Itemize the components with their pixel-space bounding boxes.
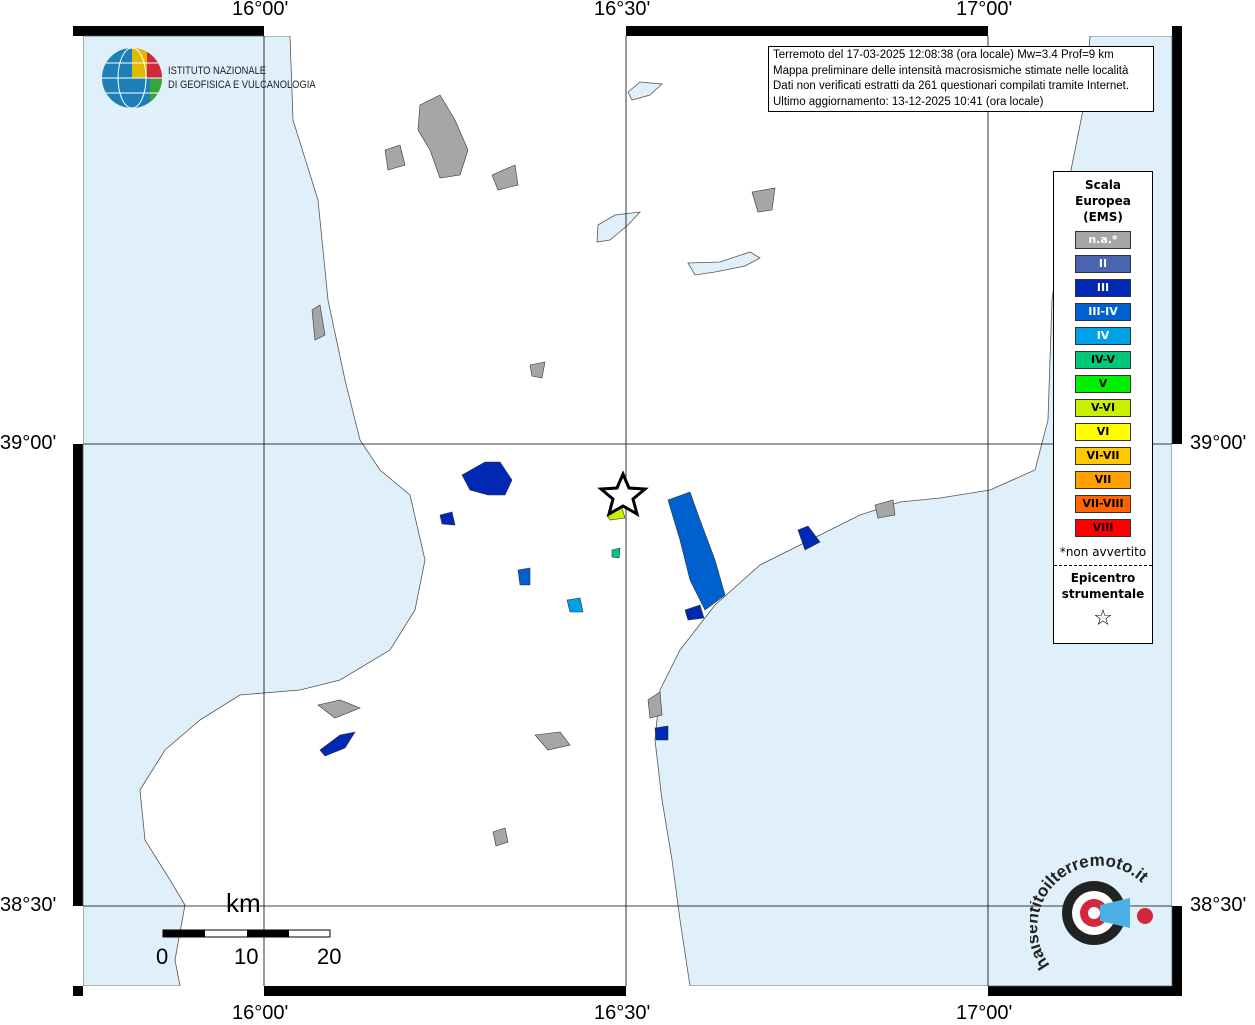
lat-label-right: 39°00' [1190, 432, 1247, 454]
legend: Scala Europea (EMS) n.a.* II III III-IV IV IV… [1053, 171, 1153, 644]
lon-label-top: 16°00' [232, 0, 289, 20]
legend-item: V [1075, 375, 1131, 393]
haisentito-logo-text: haisentitoilterremoto.it [1030, 855, 1152, 973]
tyrrhenian-sea [82, 35, 426, 987]
legend-note: *non avvertito [1059, 545, 1147, 559]
scale-bar [162, 929, 331, 938]
legend-item: III-IV [1075, 303, 1131, 321]
legend-item: n.a.* [1075, 231, 1131, 249]
legend-divider [1054, 565, 1152, 566]
legend-title: Europea [1075, 194, 1131, 208]
legend-item: VII-VIII [1075, 495, 1131, 513]
epicenter-label: Epicentro [1070, 571, 1136, 585]
ingv-logo-text: ISTITUTO NAZIONALE DI GEOFISICA E VULCAN… [168, 64, 316, 92]
lake [627, 81, 663, 101]
last-update: Ultimo aggiornamento: 13-12-2025 10:41 (… [773, 95, 1044, 108]
lat-label-left: 39°00' [0, 432, 57, 454]
lat-label-right: 38°30' [1190, 894, 1247, 916]
star-icon: ☆ [1093, 606, 1113, 631]
legend-item: IV-V [1075, 351, 1131, 369]
lon-label-top: 17°00' [956, 0, 1013, 20]
epicenter-label: strumentale [1061, 587, 1145, 601]
localities [311, 94, 896, 847]
legend-item: III [1075, 279, 1131, 297]
lake [687, 251, 761, 276]
svg-text:haisentitoilterremoto.it: haisentitoilterremoto.it [1030, 855, 1152, 973]
ingv-logo-icon [102, 47, 162, 109]
ionian-sea [654, 35, 1173, 987]
scale-label: 10 [234, 944, 259, 969]
epicenter-star-icon [597, 470, 649, 518]
lake [596, 211, 642, 243]
ingv-name-line1: ISTITUTO NAZIONALE [168, 65, 267, 77]
scale-label: 20 [317, 944, 342, 969]
legend-item: IV [1075, 327, 1131, 345]
legend-item: II [1075, 255, 1131, 273]
lon-label-bottom: 17°00' [956, 1002, 1013, 1024]
event-info-box: Terremoto del 17-03-2025 12:08:38 (ora l… [768, 46, 1154, 112]
lat-label-left: 38°30' [0, 894, 57, 916]
map-description: Mappa preliminare delle intensità macros… [773, 64, 1129, 77]
sea [82, 35, 1173, 987]
lon-label-bottom: 16°00' [232, 1002, 289, 1024]
legend-item: VIII [1075, 519, 1131, 537]
haisentito-text: haisentitoilterremoto.it [1030, 855, 1152, 973]
lon-label-top: 16°30' [594, 0, 651, 20]
scale-unit: km [226, 888, 261, 918]
lon-label-bottom: 16°30' [594, 1002, 651, 1024]
event-line: Terremoto del 17-03-2025 12:08:38 (ora l… [773, 49, 1114, 61]
haisentito-logo-icon [1062, 881, 1153, 945]
legend-item: VI-VII [1075, 447, 1131, 465]
scale-label: 0 [156, 944, 169, 969]
graticule [83, 36, 1172, 986]
ingv-name-line2: DI GEOFISICA E VULCANOLOGIA [168, 79, 316, 91]
frame-ticks [73, 26, 1182, 996]
legend-item: V-VI [1075, 399, 1131, 417]
legend-item: VII [1075, 471, 1131, 489]
legend-title: Scala [1084, 178, 1122, 192]
legend-item: VI [1075, 423, 1131, 441]
legend-title: (EMS) [1083, 210, 1123, 224]
data-source: Dati non verificati estratti da 261 ques… [773, 80, 1130, 92]
